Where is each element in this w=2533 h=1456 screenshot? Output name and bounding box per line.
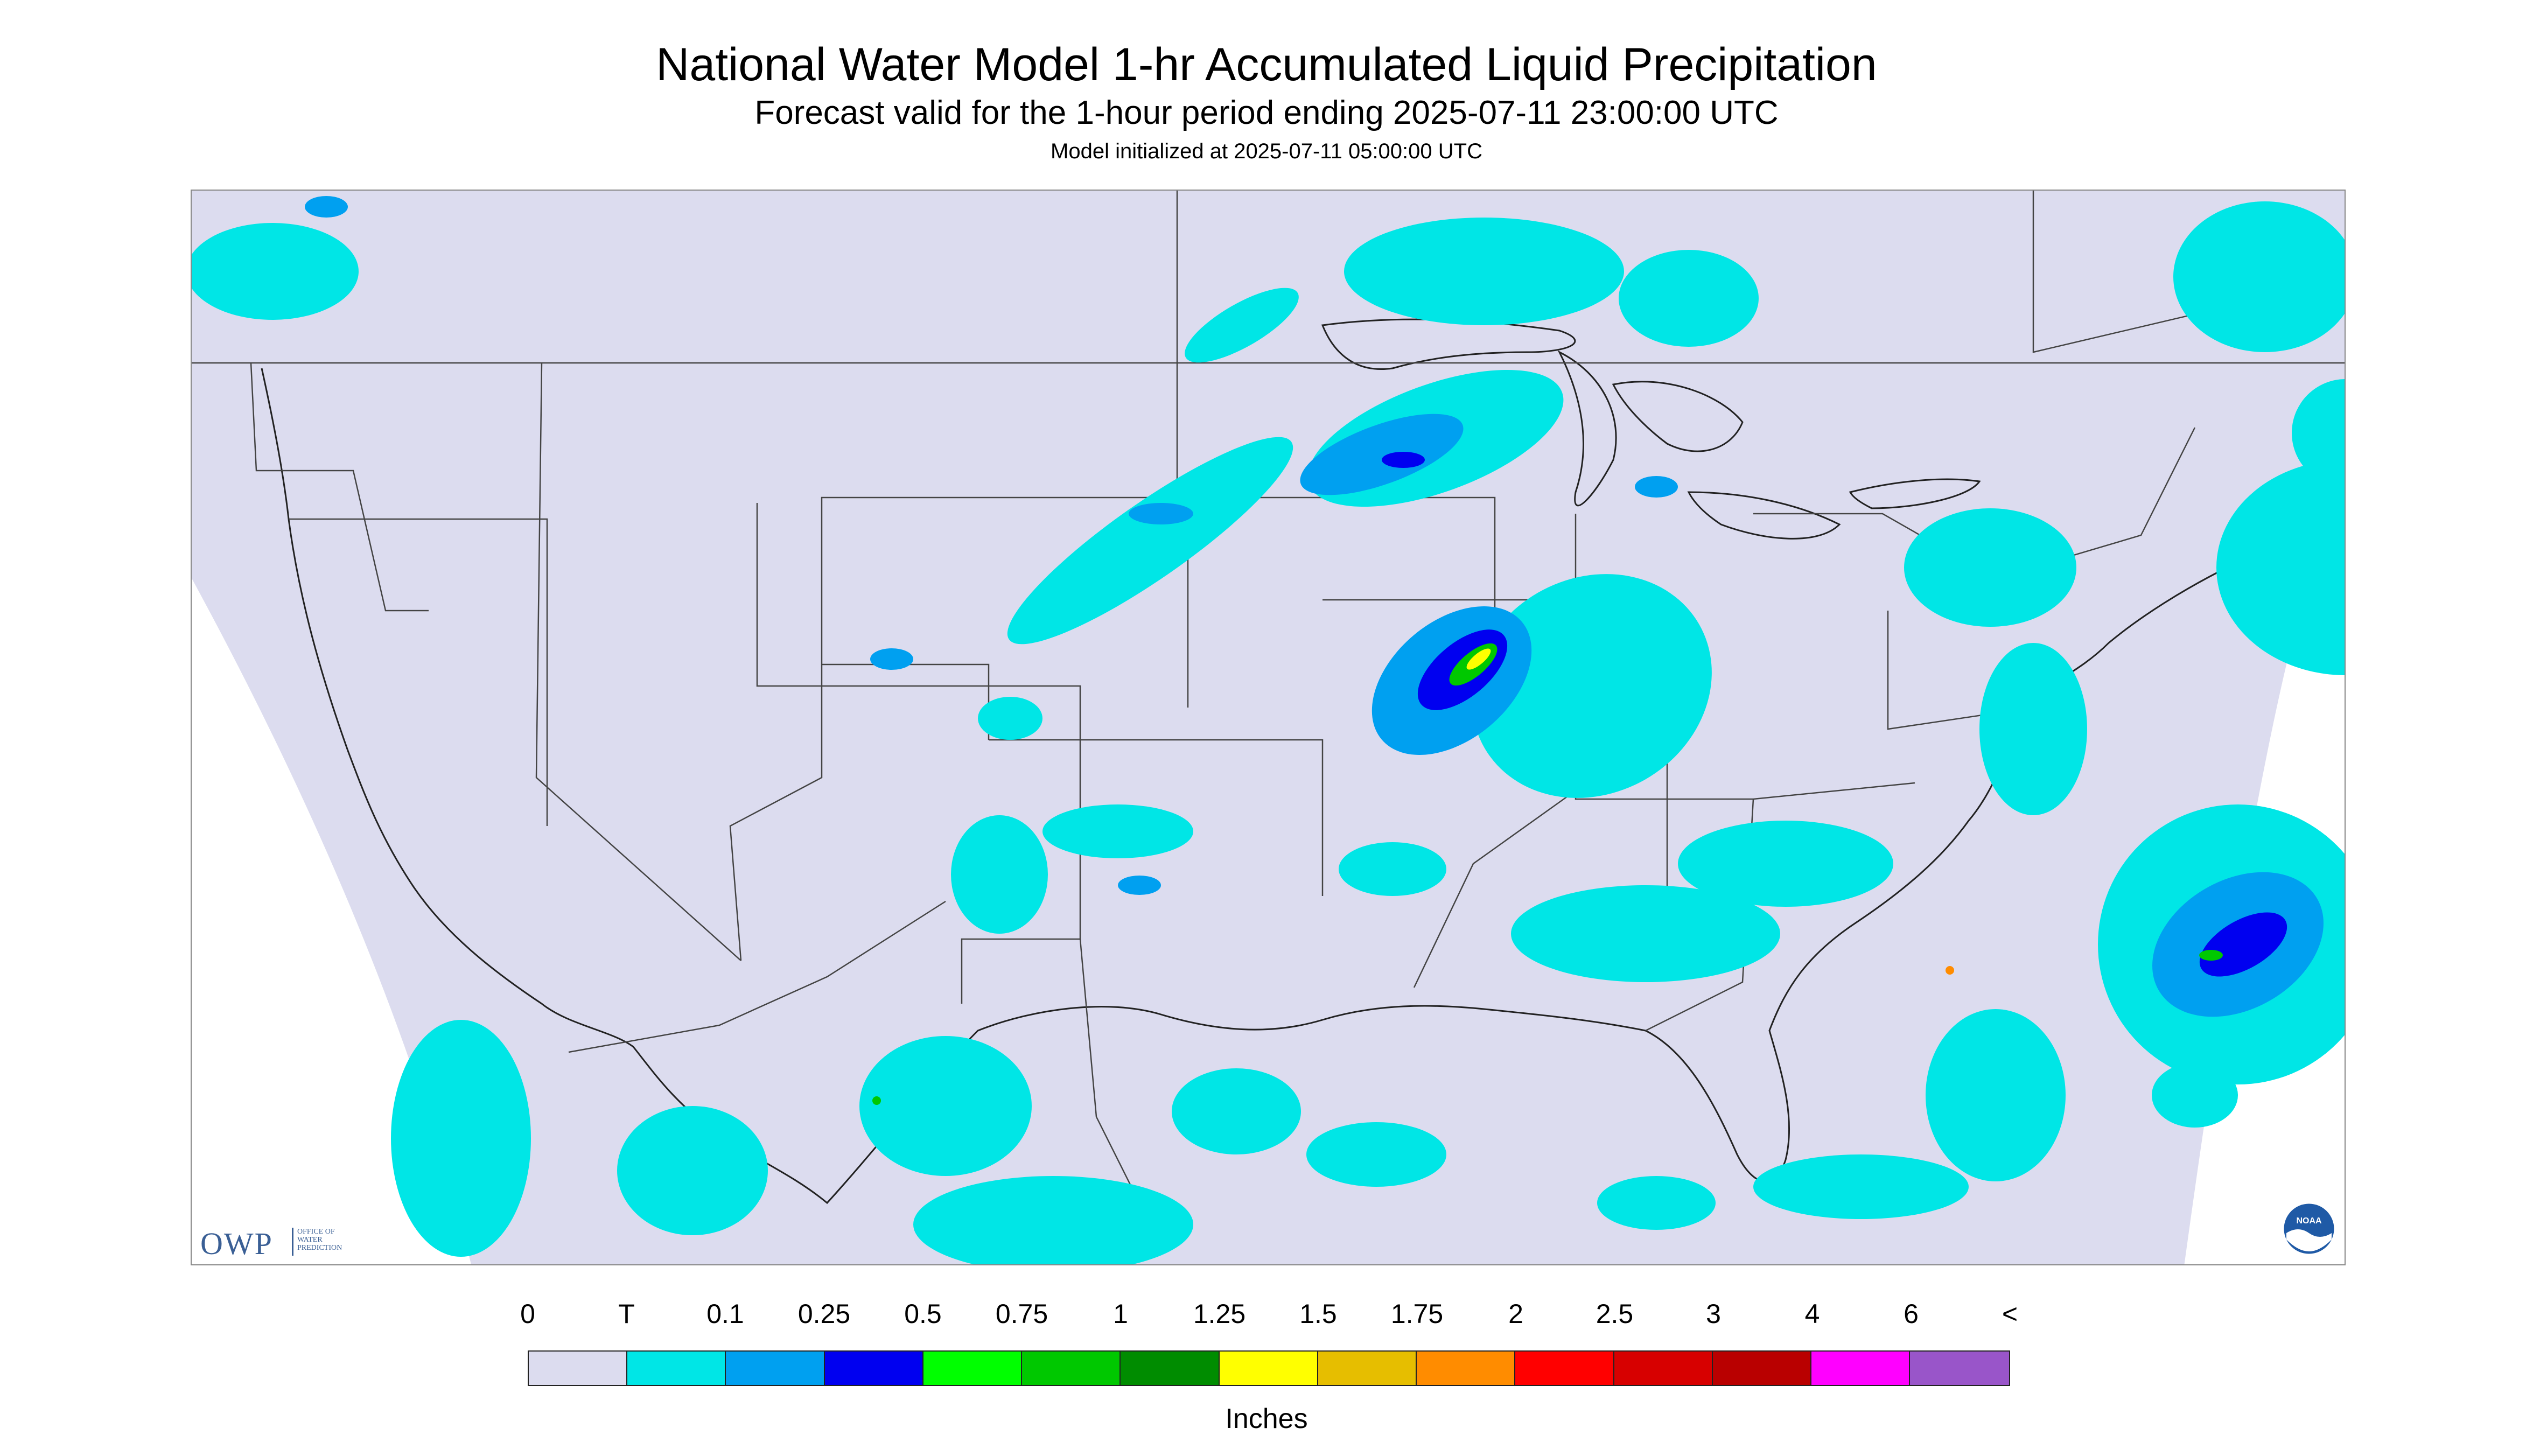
map-svg [192,191,2345,1264]
legend-swatch [1811,1352,1911,1385]
forecast-valid-subtitle: Forecast valid for the 1-hour period end… [754,94,1779,131]
noaa-logo: NOAA [2282,1202,2336,1256]
legend-swatch [1022,1352,1121,1385]
model-init-text: Model initialized at 2025-07-11 05:00:00… [1051,139,1482,163]
owp-line1: OFFICE OF [297,1228,335,1236]
legend-label: < [2002,1299,2018,1329]
legend-label: 0 [520,1299,535,1329]
legend-swatch [1614,1352,1713,1385]
legend-label: 1.5 [1299,1299,1337,1329]
legend-swatch [1417,1352,1516,1385]
legend-label: 0.5 [904,1299,942,1329]
legend-label: 0.1 [706,1299,744,1329]
owp-acronym: OWP [200,1226,273,1261]
owp-divider [292,1228,293,1256]
legend-swatch [726,1352,825,1385]
noaa-text: NOAA [2296,1216,2322,1226]
legend-swatch [824,1352,923,1385]
legend-swatch [1219,1352,1318,1385]
great-lakes [1321,318,1981,540]
legend-label: 1.25 [1193,1299,1246,1329]
coastline [261,368,2345,1205]
legend-swatch [923,1352,1023,1385]
legend-swatch [627,1352,726,1385]
legend-label: 1.75 [1390,1299,1444,1329]
legend-color-bar [528,1350,2010,1386]
precipitation-map [191,190,2346,1265]
legend-label: 3 [1706,1299,1721,1329]
legend-swatch [1910,1352,2009,1385]
legend-swatch [1121,1352,1220,1385]
legend-label: 0.25 [797,1299,851,1329]
legend-label: 6 [1904,1299,1919,1329]
legend-label: 2 [1508,1299,1523,1329]
legend-units: Inches [1225,1403,1308,1434]
owp-line3: PREDICTION [297,1244,342,1252]
legend-swatch [529,1352,628,1385]
page-title: National Water Model 1-hr Accumulated Li… [656,39,1877,90]
precip-light [305,196,2324,1017]
legend-swatch [1712,1352,1812,1385]
precip-heavy [872,643,2223,1105]
legend-swatch [1515,1352,1614,1385]
legend-label: T [618,1299,635,1329]
legend-label: 1 [1113,1299,1128,1329]
legend-swatch [1318,1352,1417,1385]
owp-logo: OWP OFFICE OF WATER PREDICTION [200,1224,373,1261]
owp-line2: WATER [297,1236,323,1244]
map-domain [192,191,2345,1264]
legend-label: 2.5 [1596,1299,1634,1329]
owp-name: OFFICE OF WATER PREDICTION [297,1228,373,1252]
legend-label: 4 [1804,1299,1820,1329]
legend-label: 0.75 [995,1299,1048,1329]
